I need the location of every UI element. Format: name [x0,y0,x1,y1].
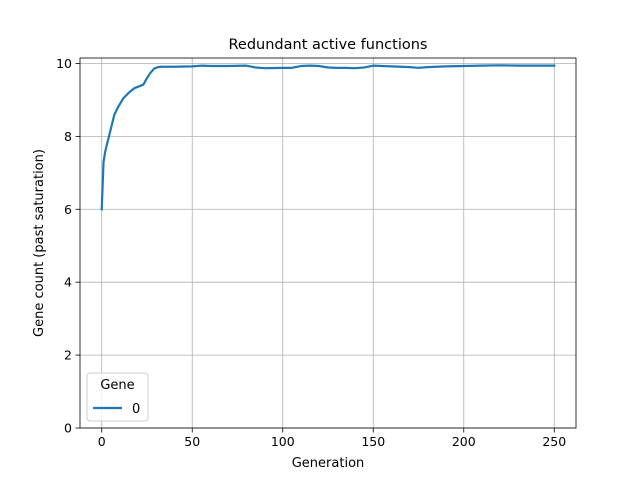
x-tick-label: 50 [184,434,200,449]
x-tick-label: 0 [98,434,106,449]
y-tick-label: 0 [64,421,72,436]
x-tick-label: 200 [452,434,476,449]
y-tick-label: 6 [64,202,72,217]
x-axis-label: Generation [292,456,365,471]
axes-frame [79,57,577,429]
plot-area [80,58,576,428]
legend-label-series-0: 0 [132,402,140,417]
x-tick-label: 250 [542,434,566,449]
series-layer [100,64,556,211]
y-tick-label: 4 [64,275,72,290]
y-axis-label: Gene count (past saturation) [32,149,47,337]
y-tick-label: 10 [56,56,72,71]
y-axis-ticks: 0 2 4 6 8 10 [56,56,80,436]
x-axis-ticks: 0 50 100 150 200 250 [98,428,566,449]
y-tick-label: 8 [64,129,72,144]
x-tick-label: 150 [361,434,385,449]
x-tick-label: 100 [271,434,295,449]
legend-title: Gene [100,378,134,393]
y-tick-label: 2 [64,348,72,363]
series-line-0 [100,64,556,211]
legend: Gene 0 [86,372,149,422]
chart-title: Redundant active functions [229,37,428,53]
axes-border [79,57,577,429]
grid [80,58,576,429]
